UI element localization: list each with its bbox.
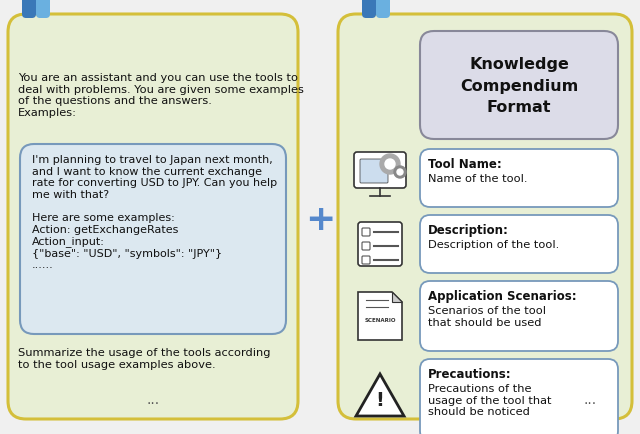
Text: ...: ... [147, 392, 159, 406]
Text: Summarize the usage of the tools according
to the tool usage examples above.: Summarize the usage of the tools accordi… [18, 347, 271, 369]
FancyBboxPatch shape [420, 150, 618, 207]
FancyBboxPatch shape [362, 228, 370, 237]
Circle shape [397, 170, 403, 176]
FancyBboxPatch shape [420, 281, 618, 351]
FancyBboxPatch shape [8, 15, 298, 419]
Text: Knowledge
Compendium
Format: Knowledge Compendium Format [460, 57, 578, 114]
FancyBboxPatch shape [420, 32, 618, 140]
Text: +: + [305, 203, 335, 237]
Polygon shape [358, 293, 402, 340]
Polygon shape [356, 374, 404, 416]
FancyBboxPatch shape [354, 153, 406, 188]
Text: Description of the tool.: Description of the tool. [428, 240, 559, 250]
FancyBboxPatch shape [362, 256, 370, 264]
FancyBboxPatch shape [362, 0, 376, 19]
Text: You are an assistant and you can use the tools to
deal with problems. You are gi: You are an assistant and you can use the… [18, 73, 304, 118]
Text: Application Scenarios:: Application Scenarios: [428, 289, 577, 302]
Text: Name of the tool.: Name of the tool. [428, 174, 527, 184]
FancyBboxPatch shape [420, 216, 618, 273]
FancyBboxPatch shape [22, 0, 36, 19]
Circle shape [394, 167, 406, 178]
Text: Precautions:: Precautions: [428, 367, 511, 380]
Circle shape [380, 155, 400, 174]
FancyBboxPatch shape [362, 243, 370, 250]
FancyBboxPatch shape [360, 160, 388, 184]
FancyBboxPatch shape [20, 145, 286, 334]
Circle shape [385, 160, 395, 170]
Text: Description:: Description: [428, 224, 509, 237]
Text: ...: ... [584, 392, 596, 406]
Text: !: ! [376, 391, 385, 410]
FancyBboxPatch shape [376, 0, 390, 19]
Text: Precautions of the
usage of the tool that
should be noticed: Precautions of the usage of the tool tha… [428, 383, 552, 416]
Text: SCENARIO: SCENARIO [364, 318, 396, 323]
FancyBboxPatch shape [36, 0, 50, 19]
FancyBboxPatch shape [358, 223, 402, 266]
Text: Scenarios of the tool
that should be used: Scenarios of the tool that should be use… [428, 305, 546, 327]
Text: Tool Name:: Tool Name: [428, 158, 502, 171]
FancyBboxPatch shape [338, 15, 632, 419]
Text: ...: ... [373, 392, 387, 406]
Text: I'm planning to travel to Japan next month,
and I want to know the current excha: I'm planning to travel to Japan next mon… [32, 155, 277, 270]
FancyBboxPatch shape [420, 359, 618, 434]
Polygon shape [392, 293, 402, 302]
